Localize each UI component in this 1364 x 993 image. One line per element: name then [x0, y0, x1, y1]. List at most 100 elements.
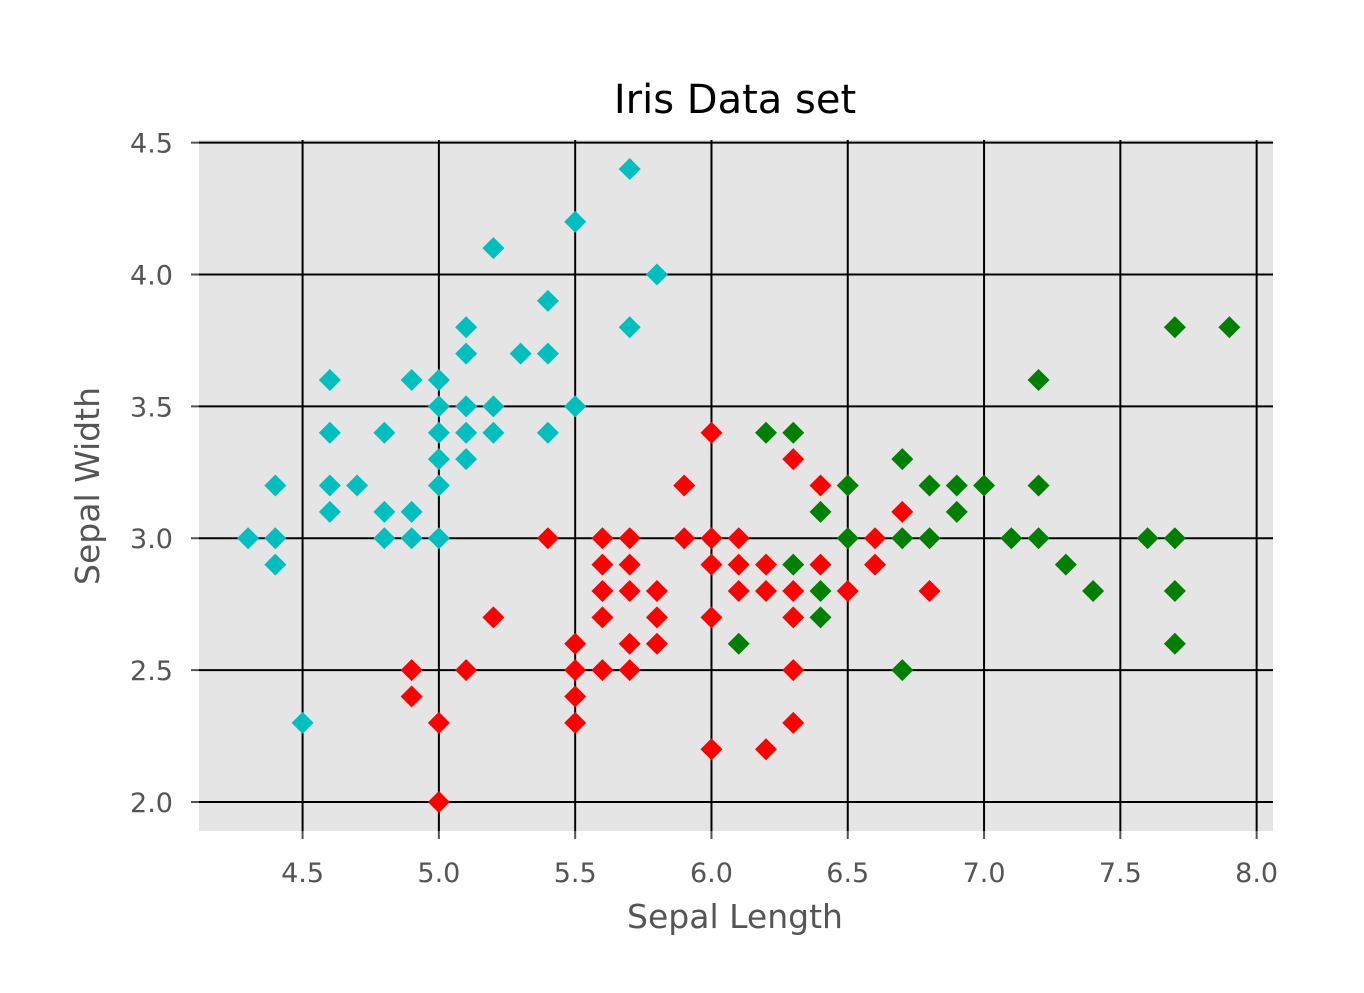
data-point-series-2 [727, 553, 750, 576]
y-tick-label: 3.0 [130, 524, 173, 555]
data-point-series-3 [1163, 579, 1186, 602]
axis-ticks: 4.5 5.0 5.5 6.0 6.5 7.0 7.5 8.0 2.0 2.5 3.0 3.5 4.0 4… [130, 129, 1278, 889]
x-tick-label: 7.5 [1099, 858, 1142, 889]
data-point-series-2 [591, 606, 614, 629]
data-point-series-2 [400, 685, 423, 708]
data-point-series-1 [427, 527, 450, 550]
data-point-series-2 [618, 659, 641, 682]
data-point-series-2 [700, 553, 723, 576]
chart-title: Iris Data set [614, 77, 856, 123]
data-point-series-2 [891, 500, 914, 523]
data-point-series-1 [346, 474, 369, 497]
data-point-series-1 [264, 527, 287, 550]
data-point-series-1 [318, 474, 341, 497]
data-point-series-1 [536, 342, 559, 365]
x-tick-label: 6.0 [690, 858, 733, 889]
data-point-series-3 [809, 606, 832, 629]
data-point-series-2 [809, 553, 832, 576]
data-point-series-3 [1000, 527, 1023, 550]
data-point-series-1 [427, 369, 450, 392]
data-point-series-1 [564, 210, 587, 233]
data-point-series-1 [291, 711, 314, 734]
data-point-series-2 [782, 659, 805, 682]
data-point-series-2 [482, 606, 505, 629]
data-point-series-3 [836, 527, 859, 550]
data-point-series-2 [591, 579, 614, 602]
data-point-series-1 [264, 553, 287, 576]
data-point-series-3 [1218, 316, 1241, 339]
data-point-series-3 [782, 553, 805, 576]
data-point-series-2 [618, 632, 641, 655]
data-point-series-1 [482, 395, 505, 418]
data-point-series-1 [482, 237, 505, 260]
data-point-series-2 [700, 421, 723, 444]
data-point-series-3 [918, 474, 941, 497]
data-point-series-2 [427, 790, 450, 813]
data-point-series-2 [536, 527, 559, 550]
data-point-series-3 [973, 474, 996, 497]
data-point-series-3 [782, 421, 805, 444]
data-point-series-3 [1027, 527, 1050, 550]
data-point-series-2 [782, 606, 805, 629]
data-point-series-1 [318, 500, 341, 523]
data-point-series-2 [836, 579, 859, 602]
data-point-series-2 [673, 527, 696, 550]
data-point-series-1 [400, 500, 423, 523]
data-point-series-1 [455, 342, 478, 365]
data-point-series-1 [318, 369, 341, 392]
data-point-series-3 [891, 448, 914, 471]
data-point-series-3 [754, 421, 777, 444]
x-tick-label: 7.0 [963, 858, 1006, 889]
data-point-series-3 [1054, 553, 1077, 576]
data-point-series-1 [318, 421, 341, 444]
data-point-series-3 [918, 527, 941, 550]
data-point-series-2 [918, 579, 941, 602]
data-point-series-1 [427, 474, 450, 497]
x-tick-label: 6.5 [826, 858, 869, 889]
data-point-series-2 [754, 579, 777, 602]
data-point-series-2 [673, 474, 696, 497]
data-point-series-3 [809, 579, 832, 602]
data-point-series-3 [1136, 527, 1159, 550]
data-point-series-1 [264, 474, 287, 497]
data-point-series-3 [727, 632, 750, 655]
y-tick-label: 2.5 [130, 656, 173, 687]
x-tick-label: 8.0 [1235, 858, 1278, 889]
data-point-series-1 [618, 316, 641, 339]
data-point-series-2 [645, 632, 668, 655]
data-point-series-2 [400, 659, 423, 682]
y-tick-label: 2.0 [130, 788, 173, 819]
data-point-series-1 [455, 448, 478, 471]
data-point-series-3 [891, 527, 914, 550]
data-point-series-1 [400, 527, 423, 550]
data-point-series-3 [1163, 527, 1186, 550]
data-point-series-2 [618, 553, 641, 576]
data-point-series-2 [564, 685, 587, 708]
x-tick-label: 5.0 [417, 858, 460, 889]
data-point-series-2 [809, 474, 832, 497]
data-point-series-1 [373, 527, 396, 550]
data-point-series-2 [700, 738, 723, 761]
y-tick-label: 4.0 [130, 261, 173, 292]
data-point-series-2 [591, 527, 614, 550]
data-point-series-1 [509, 342, 532, 365]
data-point-series-1 [427, 448, 450, 471]
data-point-series-1 [536, 421, 559, 444]
y-tick-label: 3.5 [130, 392, 173, 423]
data-point-series-1 [482, 421, 505, 444]
data-point-series-2 [618, 579, 641, 602]
data-point-series-1 [400, 369, 423, 392]
x-tick-label: 4.5 [281, 858, 324, 889]
plot-area [199, 140, 1273, 831]
data-point-series-3 [945, 474, 968, 497]
data-point-series-2 [618, 527, 641, 550]
data-point-series-1 [455, 421, 478, 444]
data-point-series-1 [237, 527, 260, 550]
data-point-series-1 [427, 395, 450, 418]
data-point-series-2 [782, 579, 805, 602]
data-point-series-2 [591, 553, 614, 576]
data-point-series-1 [373, 500, 396, 523]
data-point-series-2 [727, 579, 750, 602]
data-point-series-1 [455, 316, 478, 339]
